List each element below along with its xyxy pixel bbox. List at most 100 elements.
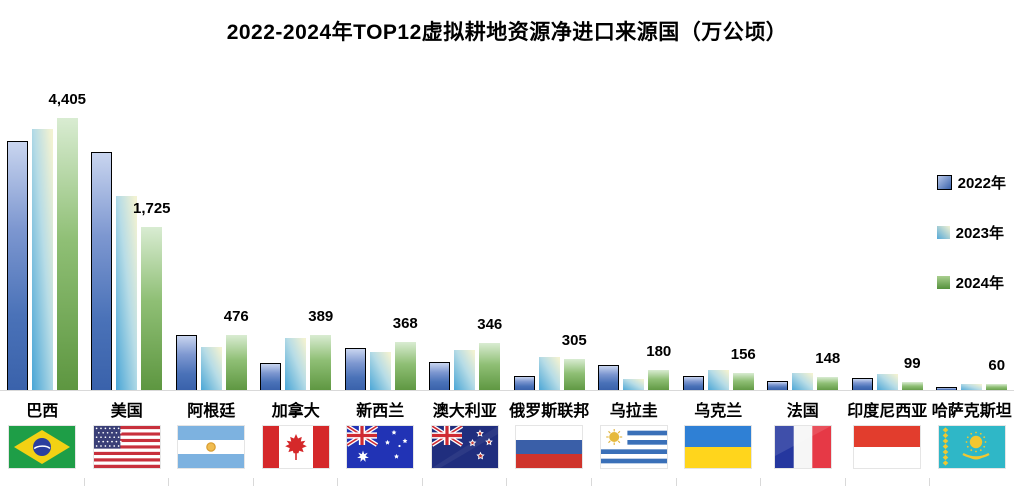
bar-2023年-加拿大 — [285, 338, 307, 391]
category-label: 法国 — [786, 403, 819, 420]
bar-2023年-巴西 — [31, 129, 53, 391]
bar-2023年-印度尼西亚 — [876, 374, 898, 391]
legend-label-2023: 2023年 — [955, 225, 1004, 242]
bar-2024年-俄罗斯联邦 — [563, 359, 585, 391]
bar-group-6: 346 — [423, 0, 508, 391]
legend-label-2024: 2024年 — [955, 275, 1004, 292]
legend-swatch-2022-icon — [936, 175, 952, 190]
bar-2024年-哈萨克斯坦 — [986, 384, 1008, 391]
bar-group-12: 60 — [930, 0, 1014, 391]
bar-2024年-加拿大 — [310, 335, 332, 391]
bar-2023年-澳大利亚 — [454, 350, 476, 391]
data-label: 305 — [561, 332, 587, 349]
axis-tick-row — [0, 478, 1014, 486]
category-label: 阿根廷 — [187, 403, 236, 420]
canada-flag-icon — [262, 426, 329, 468]
brazil-flag-icon — [9, 426, 76, 468]
axis-tick — [254, 478, 339, 486]
bar-group-4: 389 — [254, 0, 339, 391]
bar-2023年-乌拉圭 — [623, 379, 645, 391]
category-label: 俄罗斯联邦 — [509, 403, 590, 420]
bar-2022年-阿根廷 — [175, 335, 197, 391]
legend-item-2023: 2023年 — [936, 222, 1006, 243]
france-flag-icon — [774, 426, 831, 468]
category-label: 乌拉圭 — [609, 403, 658, 420]
axis-tick — [592, 478, 677, 486]
data-label: 99 — [903, 355, 921, 372]
category-label: 美国 — [110, 403, 143, 420]
bar-group-5: 368 — [338, 0, 423, 391]
bar-2022年-新西兰 — [344, 348, 366, 391]
bar-2024年-印度尼西亚 — [901, 382, 923, 391]
axis-tick — [930, 478, 1014, 486]
bar-group-3: 476 — [169, 0, 254, 391]
bar-2022年-乌拉圭 — [598, 365, 620, 391]
axis-tick — [169, 478, 254, 486]
legend-label-2022: 2022年 — [957, 175, 1006, 192]
chart-title: 2022-2024年TOP12虚拟耕地资源净进口来源国（万公顷） — [226, 21, 788, 44]
data-label: 1,725 — [132, 200, 171, 217]
bar-2022年-澳大利亚 — [429, 362, 451, 391]
data-label: 4,405 — [48, 91, 87, 108]
bar-2022年-加拿大 — [260, 363, 282, 391]
bar-2023年-乌克兰 — [707, 370, 729, 391]
axis-tick — [761, 478, 846, 486]
bar-group-2: 1,725 — [85, 0, 171, 391]
bar-2024年-乌拉圭 — [648, 370, 670, 391]
ukraine-flag-icon — [685, 426, 752, 468]
legend-swatch-2023-icon — [936, 226, 950, 239]
data-label: 389 — [308, 308, 334, 325]
legend-item-2022: 2022年 — [936, 172, 1006, 193]
axis-tick — [0, 478, 85, 486]
flag-row — [0, 426, 1014, 468]
kazakhstan-flag-icon — [938, 426, 1005, 468]
bar-2022年-巴西 — [6, 141, 28, 391]
data-label: 368 — [392, 315, 418, 332]
bar-group-7: 305 — [507, 0, 592, 391]
category-axis-labels: 巴西 美国 阿根廷 加拿大 新西兰 澳大利亚 俄罗斯联邦 乌拉圭 乌克兰 法国 印度尼西亚 哈萨克斯坦 — [0, 397, 1014, 421]
data-label: 476 — [223, 308, 249, 325]
x-axis-line — [0, 390, 1014, 391]
legend-item-2024: 2024年 — [936, 272, 1006, 293]
plot-area: 4,405 1,725 476 389 368 346 305 180 156 148 99 60 — [6, 0, 1014, 391]
bar-2022年-美国 — [91, 152, 113, 391]
bar-2023年-哈萨克斯坦 — [961, 384, 983, 391]
bar-2024年-法国 — [817, 377, 839, 391]
category-label: 印度尼西亚 — [847, 403, 928, 420]
axis-tick — [338, 478, 423, 486]
axis-tick — [677, 478, 762, 486]
bar-group-10: 148 — [761, 0, 846, 391]
usa-flag-icon — [93, 426, 160, 468]
new-zealand-design-flag-icon — [431, 426, 498, 468]
category-label: 加拿大 — [271, 403, 320, 420]
data-label: 148 — [815, 350, 841, 367]
bar-2023年-新西兰 — [369, 352, 391, 391]
bar-2023年-法国 — [792, 373, 814, 391]
bar-2024年-澳大利亚 — [479, 343, 501, 391]
argentina-flag-icon — [178, 426, 245, 468]
data-label: 346 — [477, 316, 503, 333]
australia-design-flag-icon — [347, 426, 414, 468]
bar-2024年-美国 — [141, 227, 163, 391]
bar-2024年-阿根廷 — [225, 335, 247, 391]
data-label: 156 — [730, 346, 756, 363]
bar-2022年-俄罗斯联邦 — [513, 376, 535, 391]
bar-group-8: 180 — [592, 0, 677, 391]
axis-tick — [846, 478, 931, 486]
data-label: 180 — [646, 343, 672, 360]
bar-2023年-美国 — [116, 196, 138, 391]
category-label: 澳大利亚 — [432, 403, 497, 420]
category-label: 哈萨克斯坦 — [931, 403, 1012, 420]
bar-2024年-乌克兰 — [732, 373, 754, 391]
bar-group-11: 99 — [845, 0, 930, 391]
bar-2023年-阿根廷 — [200, 347, 222, 391]
category-label: 巴西 — [26, 403, 59, 420]
bar-2022年-乌克兰 — [682, 376, 704, 391]
category-label: 新西兰 — [356, 403, 405, 420]
legend: 2022年 2023年 2024年 — [936, 172, 1006, 293]
axis-tick — [85, 478, 170, 486]
axis-tick — [507, 478, 593, 486]
russia-flag-icon — [516, 426, 583, 468]
axis-tick — [423, 478, 508, 486]
